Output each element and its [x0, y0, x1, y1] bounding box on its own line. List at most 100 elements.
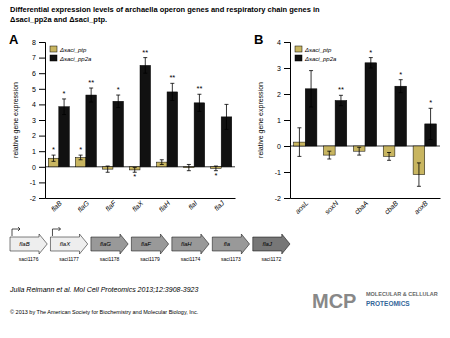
error-bar [197, 94, 201, 111]
legend-label: Δsaci_ptp [304, 47, 332, 53]
x-tick: cbaA [353, 198, 369, 216]
y-tick-label: -1 [275, 169, 281, 176]
y-tick: 4 [277, 39, 290, 46]
significance-star: ** [338, 85, 344, 94]
promoter [12, 227, 20, 236]
legend: Δsaci_ptp Δsaci_pp2a [295, 46, 337, 62]
significance-star: * [429, 98, 432, 107]
significance-star: ** [88, 78, 94, 87]
error-bar [79, 155, 83, 160]
y-axis: -2-1012345678 [30, 39, 46, 202]
x-tick: aosL [294, 198, 310, 215]
y-axis-title: relative gene expression [12, 82, 20, 158]
locus-label: saci1174 [181, 256, 201, 262]
error-bar [357, 147, 361, 155]
y-tick: 0 [277, 143, 290, 150]
gene-arrow [253, 234, 290, 254]
significance-star: * [369, 48, 372, 57]
bar [59, 107, 70, 167]
x-tick-label: soxN [323, 199, 340, 216]
y-tick-mark [284, 68, 290, 69]
error-bar [387, 153, 391, 161]
gene-diagram: flaBsaci1176flaXsaci1177flaGsaci1178flaF… [10, 227, 290, 262]
panel: -2-101234aosLsoxNcbaAcbaBaoxB*****relati… [254, 32, 441, 216]
error-bar [399, 80, 403, 93]
gene-arrow [131, 234, 168, 254]
significance-star: ** [169, 73, 175, 82]
y-tick-mark [39, 151, 45, 152]
x-tick-label: cbaB [383, 199, 399, 215]
y-tick-mark [284, 120, 290, 121]
error-bar [417, 163, 421, 186]
promoter [52, 227, 60, 236]
locus-label: saci1172 [262, 256, 282, 262]
figure: Differential expression levels of archae… [0, 0, 450, 338]
significance-star: ** [142, 48, 148, 57]
y-tick-mark [39, 198, 45, 199]
y-tick: 1 [32, 148, 45, 155]
gene-arrow [172, 234, 209, 254]
error-bar [116, 95, 120, 107]
bar [167, 92, 178, 167]
y-tick-mark [39, 73, 45, 74]
y-tick-label: 2 [32, 132, 36, 139]
error-bar [160, 160, 164, 165]
x-tick: flaI [187, 198, 199, 211]
error-bar [369, 58, 373, 68]
x-tick-label: flaF [104, 199, 118, 213]
x-tick: flaB [50, 198, 64, 213]
error-bar [170, 83, 174, 100]
x-tick-label: cbaA [353, 199, 369, 215]
y-tick: 8 [32, 39, 45, 46]
y-tick-mark [284, 94, 290, 95]
x-tick: aoxB [413, 198, 429, 216]
error-bar [224, 104, 228, 129]
y-axis-title: relative gene expression [257, 82, 265, 158]
bar [194, 103, 205, 167]
y-tick: 5 [32, 86, 45, 93]
significance-star: * [63, 89, 66, 98]
y-tick: 0 [32, 164, 45, 171]
y-tick-label: 4 [277, 39, 281, 46]
legend-item: Δsaci_ptp [50, 46, 87, 53]
x-axis-line [291, 198, 441, 199]
y-tick-label: 3 [277, 65, 281, 72]
y-tick-label: 4 [32, 101, 36, 108]
y-tick: 6 [32, 70, 45, 77]
significance-star: * [399, 70, 402, 79]
error-bar [52, 155, 56, 161]
y-axis-line [284, 43, 291, 199]
y-tick: -1 [30, 179, 45, 186]
x-axis-line [46, 198, 236, 199]
bar [113, 101, 124, 167]
y-tick-label: -1 [30, 179, 36, 186]
bar [395, 86, 407, 146]
y-tick: 7 [32, 54, 45, 61]
y-tick-mark [284, 42, 290, 43]
error-bar [106, 166, 110, 172]
error-bar [309, 71, 313, 107]
panel-label: B [254, 32, 263, 47]
locus-label: saci1176 [19, 256, 39, 262]
legend-swatch [50, 46, 57, 52]
legend-label: Δsaci_pp2a [304, 56, 337, 62]
y-axis: -2-101234 [275, 39, 291, 202]
title: Δsaci_pp2a and Δsaci_ptp. [10, 15, 107, 24]
y-tick: -1 [275, 169, 290, 176]
y-tick: 2 [32, 132, 45, 139]
panel-label: A [9, 32, 19, 47]
significance-star: * [214, 171, 217, 180]
y-tick-label: 0 [32, 164, 36, 171]
error-bar [339, 95, 343, 105]
bar [335, 101, 347, 147]
y-tick: 3 [32, 117, 45, 124]
significance-star: * [133, 172, 136, 181]
error-bar [429, 108, 433, 139]
y-tick: 1 [277, 117, 290, 124]
x-tick: soxN [323, 198, 340, 216]
legend-item: Δsaci_ptp [295, 46, 332, 53]
panel: -2-1012345678flaBflaGflaFflaXflaHflaIfla… [9, 32, 236, 213]
legend: Δsaci_ptpΔsaci_pp2a [50, 46, 92, 62]
legend-swatch [295, 46, 302, 52]
x-tick: flaF [104, 198, 118, 213]
